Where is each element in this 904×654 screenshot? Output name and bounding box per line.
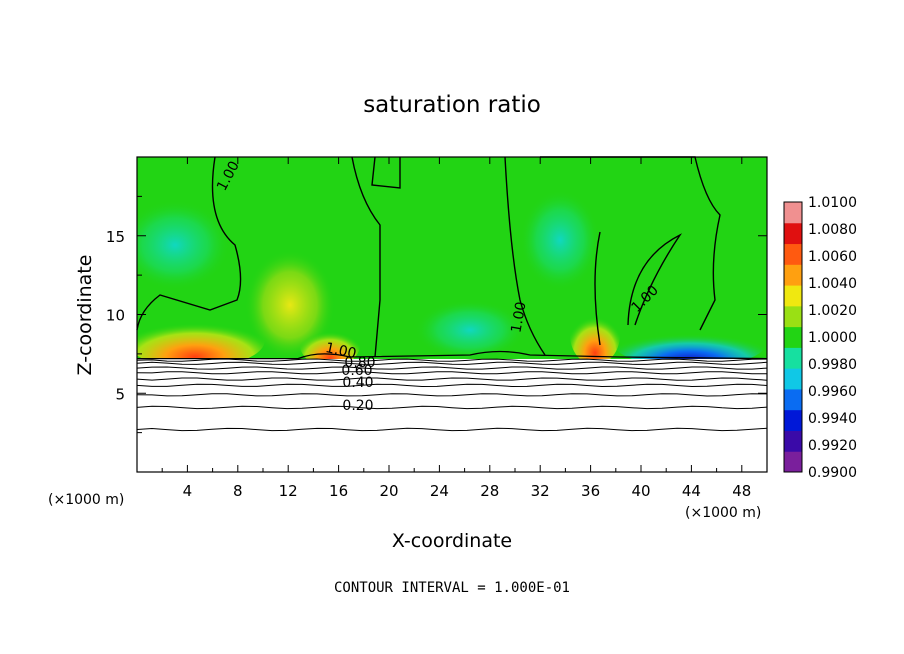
x-tick-label: 4 — [183, 482, 193, 500]
contour-line-0.9 — [136, 358, 768, 362]
contour-label: 0.20 — [342, 398, 373, 414]
x-tick-label: 40 — [631, 482, 650, 500]
x-tick-label: 16 — [329, 482, 348, 500]
contour-1.00-2 — [371, 156, 401, 189]
x-unit-label-right: (×1000 m) — [685, 505, 761, 521]
x-tick-label: 20 — [379, 482, 398, 500]
colorbar-swatch — [784, 430, 802, 452]
x-tick-label: 36 — [581, 482, 600, 500]
colorbar-swatch — [784, 243, 802, 265]
contour-1.00-5 — [627, 233, 683, 326]
contour-1.00-3 — [504, 156, 546, 356]
y-axis-label: Z-coordinate — [74, 255, 96, 376]
field-region-7 — [615, 323, 765, 359]
contour-line-0.2 — [136, 405, 768, 410]
contour-line-0.7 — [136, 366, 768, 370]
colorbar-swatch — [784, 388, 802, 411]
x-axis-ticks: 4 8 12 16 20 24 28 32 36 40 44 48 — [161, 157, 751, 500]
contour-label: 0.40 — [342, 375, 373, 391]
cloud-base-contour — [137, 350, 768, 360]
colorbar-label: 0.9900 — [808, 465, 857, 481]
colorbar-label: 0.9940 — [808, 411, 857, 427]
field-region-3 — [570, 305, 620, 359]
field-region-4 — [137, 200, 230, 290]
colorbar-swatch — [784, 285, 802, 307]
y-tick-label: 15 — [106, 228, 125, 246]
contour-label: 1.00 — [324, 340, 358, 362]
contour-line-0.3 — [136, 393, 768, 397]
colorbar: 1.0100 1.0080 1.0060 1.0040 1.0020 1.0000 0.99… — [783, 195, 857, 481]
field-region-6 — [415, 300, 525, 359]
contour-label: 0.60 — [341, 363, 372, 379]
colorbar-label: 1.0020 — [808, 303, 857, 319]
colorbar-label: 1.0060 — [808, 249, 857, 265]
field-region-0 — [137, 312, 265, 359]
contour-label: 0.80 — [344, 355, 375, 371]
saturation-field — [137, 157, 767, 359]
colorbar-label: 0.9920 — [808, 438, 857, 454]
x-tick-label: 28 — [480, 482, 499, 500]
colorbar-swatch — [784, 451, 802, 473]
colorbar-label: 1.0040 — [808, 276, 857, 292]
x-tick-label: 12 — [279, 482, 298, 500]
x-tick-label: 24 — [430, 482, 449, 500]
contour-label: 1.00 — [508, 301, 529, 334]
x-tick-label: 8 — [233, 482, 243, 500]
contour-interval-label: CONTOUR INTERVAL = 1.000E-01 — [334, 580, 570, 596]
y-tick-label: 10 — [106, 307, 125, 325]
x-unit-label: (×1000 m) — [48, 492, 124, 508]
contour-line-0.5 — [136, 377, 768, 381]
x-axis-label: X-coordinate — [392, 530, 512, 552]
colorbar-swatch — [784, 409, 802, 431]
contour-line-0.4 — [136, 383, 768, 388]
x-tick-label: 44 — [682, 482, 701, 500]
colorbar-label: 1.0080 — [808, 222, 857, 238]
colorbar-swatch — [784, 326, 802, 348]
contour-1.00-1 — [351, 156, 381, 358]
contour-line-0.8 — [136, 361, 768, 365]
colorbar-swatch — [784, 202, 802, 224]
contour-1.00-0 — [136, 156, 242, 331]
colorbar-swatch — [784, 264, 802, 286]
colorbar-label: 0.9980 — [808, 357, 857, 373]
contour-lines: 1.001.001.001.000.800.600.400.20 — [136, 156, 768, 432]
field-region-5 — [520, 190, 600, 290]
y-axis-ticks: 5 10 15 — [106, 195, 767, 434]
contour-line-0.1 — [136, 427, 768, 432]
colorbar-label: 0.9960 — [808, 384, 857, 400]
contour-1.00-4 — [540, 156, 721, 331]
contour-line-0.6 — [136, 371, 767, 375]
colorbar-swatch — [784, 305, 802, 328]
y-tick-label: 5 — [115, 385, 125, 403]
colorbar-label: 1.0100 — [808, 195, 857, 211]
contour-1.00-6 — [594, 231, 601, 346]
field-region-2 — [300, 323, 360, 359]
chart-title: saturation ratio — [363, 92, 541, 118]
colorbar-swatch — [784, 368, 802, 390]
colorbar-label: 1.0000 — [808, 330, 857, 346]
x-tick-label: 32 — [531, 482, 550, 500]
colorbar-swatch — [784, 222, 802, 245]
colorbar-frame — [783, 201, 803, 473]
x-tick-label: 48 — [732, 482, 751, 500]
colorbar-swatch — [784, 347, 802, 369]
